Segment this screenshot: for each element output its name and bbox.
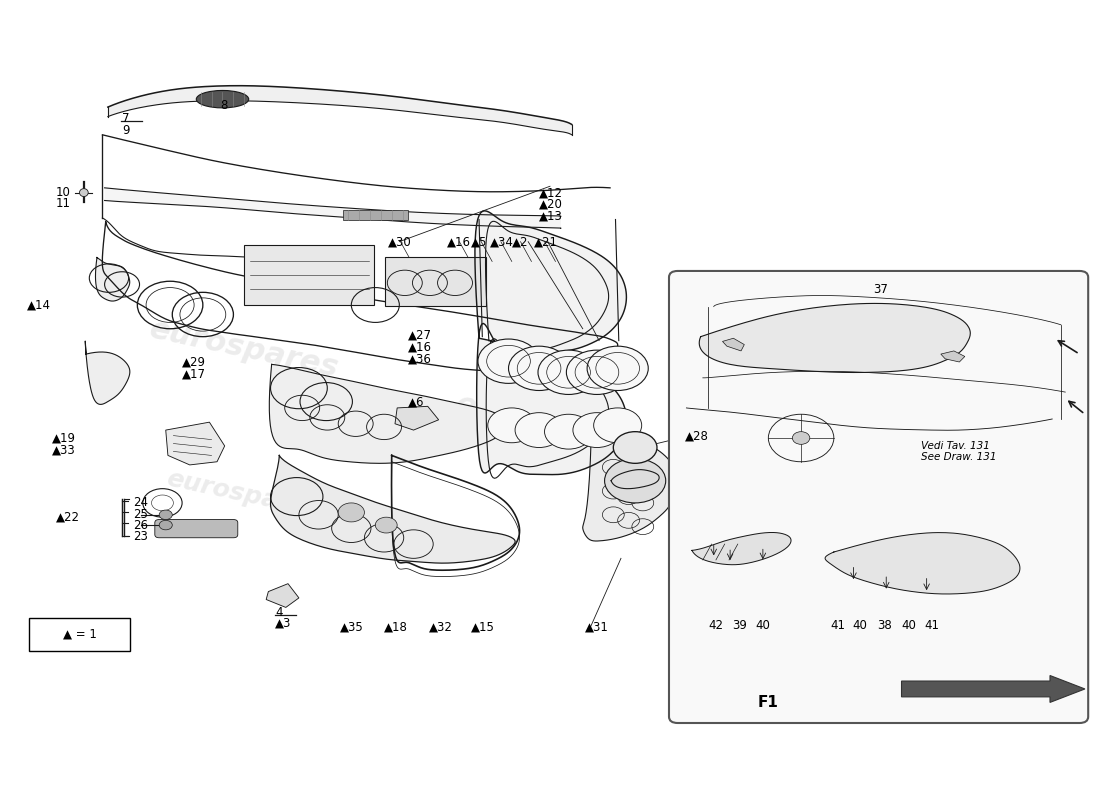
Polygon shape: [723, 338, 745, 351]
Text: ▲33: ▲33: [52, 443, 76, 456]
Text: ▲36: ▲36: [408, 352, 432, 366]
Circle shape: [508, 346, 570, 390]
FancyBboxPatch shape: [385, 257, 485, 306]
Text: ▲28: ▲28: [685, 429, 710, 442]
FancyBboxPatch shape: [244, 245, 374, 305]
Text: 26: 26: [133, 518, 148, 531]
Text: ▲29: ▲29: [183, 355, 206, 369]
Circle shape: [594, 408, 641, 442]
Text: 25: 25: [133, 507, 147, 521]
Polygon shape: [271, 455, 515, 563]
Text: 9: 9: [122, 124, 130, 138]
Text: 10: 10: [55, 186, 70, 199]
Text: ▲22: ▲22: [55, 510, 79, 524]
Text: 24: 24: [133, 497, 148, 510]
Circle shape: [614, 432, 657, 463]
Text: 42: 42: [708, 619, 724, 632]
Text: ▲15: ▲15: [472, 621, 495, 634]
Text: ▲17: ▲17: [183, 367, 206, 380]
Circle shape: [566, 350, 627, 394]
Text: ▲13: ▲13: [539, 210, 563, 223]
Text: eurospares: eurospares: [798, 395, 957, 452]
Bar: [342, 210, 408, 219]
Text: ▲5: ▲5: [472, 235, 487, 248]
Polygon shape: [96, 258, 130, 301]
Polygon shape: [825, 533, 1020, 594]
Text: ▲20: ▲20: [539, 198, 563, 211]
Text: ▲19: ▲19: [52, 431, 76, 445]
Text: 39: 39: [733, 619, 747, 632]
Circle shape: [375, 517, 397, 533]
Text: ▲12: ▲12: [539, 186, 563, 199]
Circle shape: [160, 510, 173, 519]
Text: eurospares: eurospares: [165, 467, 324, 523]
Polygon shape: [902, 675, 1085, 702]
Circle shape: [573, 413, 622, 447]
Polygon shape: [266, 584, 299, 607]
Text: 38: 38: [878, 619, 892, 632]
Circle shape: [338, 503, 364, 522]
Circle shape: [587, 346, 648, 390]
Text: ▲35: ▲35: [340, 621, 364, 634]
Text: ▲16: ▲16: [408, 341, 432, 354]
Circle shape: [605, 458, 665, 503]
Text: eurospares: eurospares: [453, 390, 647, 458]
Text: 41: 41: [924, 619, 939, 632]
Text: ▲30: ▲30: [388, 235, 412, 248]
Text: ▲32: ▲32: [429, 621, 453, 634]
Text: ▲3: ▲3: [275, 617, 292, 630]
Circle shape: [160, 520, 173, 530]
Circle shape: [538, 350, 600, 394]
Text: ▲18: ▲18: [384, 621, 408, 634]
Text: ▲2: ▲2: [512, 235, 528, 248]
Text: ▲6: ▲6: [408, 395, 425, 408]
Text: 4: 4: [275, 606, 283, 618]
Circle shape: [544, 414, 593, 449]
Text: 37: 37: [873, 282, 888, 296]
Text: ▲31: ▲31: [585, 621, 608, 634]
Text: 23: 23: [133, 530, 147, 542]
Circle shape: [487, 408, 536, 442]
Polygon shape: [692, 533, 791, 565]
Text: ▲34: ▲34: [490, 235, 514, 248]
Text: ▲14: ▲14: [28, 298, 51, 311]
Ellipse shape: [196, 90, 249, 108]
Text: Vedi Tav. 131
See Draw. 131: Vedi Tav. 131 See Draw. 131: [921, 441, 997, 462]
Text: 11: 11: [55, 197, 70, 210]
Polygon shape: [108, 86, 572, 134]
Polygon shape: [700, 303, 970, 373]
Text: ▲ = 1: ▲ = 1: [63, 628, 97, 641]
Text: 40: 40: [852, 619, 867, 632]
Polygon shape: [940, 351, 965, 362]
Polygon shape: [166, 422, 224, 465]
Text: F1: F1: [758, 695, 779, 710]
FancyBboxPatch shape: [669, 271, 1088, 723]
Text: ▲16: ▲16: [448, 235, 472, 248]
Polygon shape: [104, 188, 561, 228]
Text: 8: 8: [220, 99, 228, 112]
FancyBboxPatch shape: [155, 519, 238, 538]
Circle shape: [477, 339, 539, 383]
Text: ▲27: ▲27: [408, 329, 432, 342]
Polygon shape: [395, 406, 439, 430]
Text: 40: 40: [756, 619, 770, 632]
Circle shape: [515, 413, 563, 447]
Text: eurospares: eurospares: [147, 314, 342, 382]
Polygon shape: [270, 364, 507, 463]
Circle shape: [792, 432, 810, 444]
Polygon shape: [475, 211, 626, 474]
Ellipse shape: [79, 189, 88, 197]
Polygon shape: [583, 426, 675, 541]
Polygon shape: [85, 341, 130, 405]
Text: ▲21: ▲21: [534, 235, 558, 248]
Text: 40: 40: [902, 619, 916, 632]
Text: 41: 41: [830, 619, 846, 632]
Text: 7: 7: [122, 113, 130, 126]
